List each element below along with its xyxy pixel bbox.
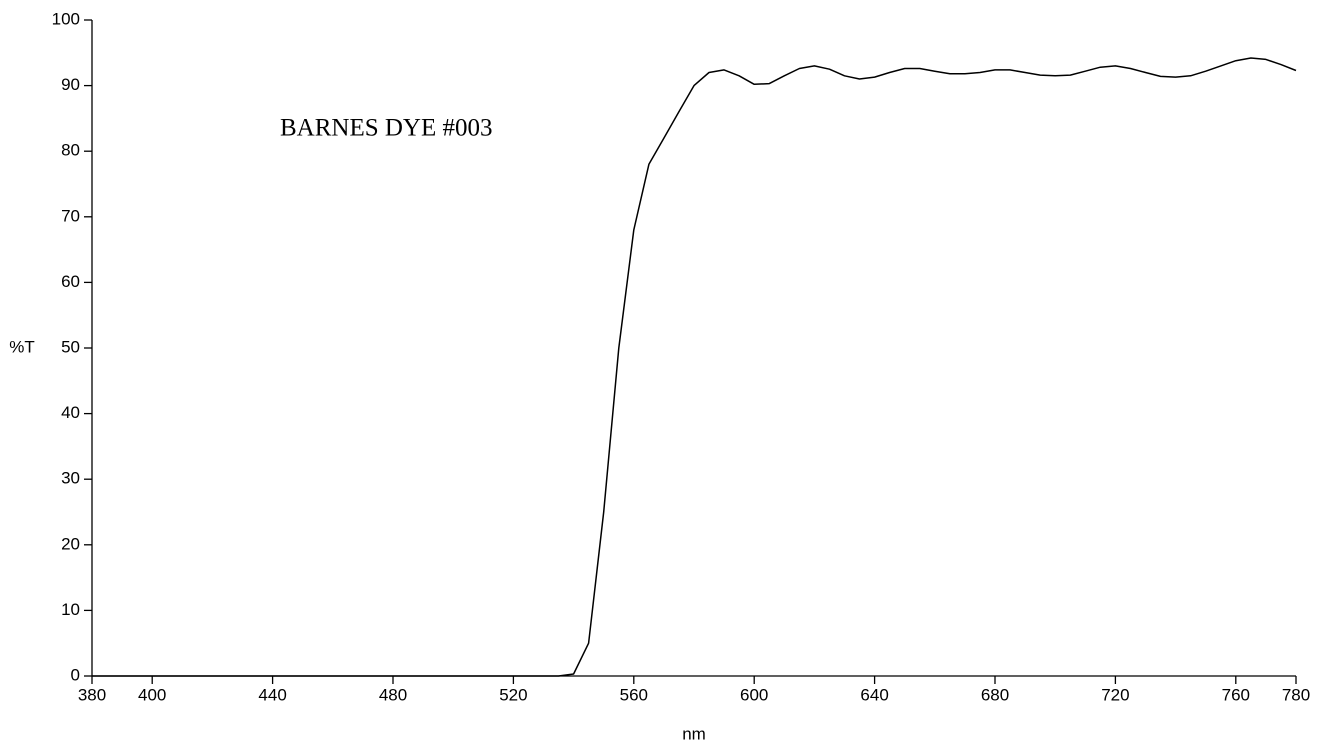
y-tick-label: 100	[52, 9, 80, 28]
annotation: BARNES DYE #003	[280, 115, 493, 142]
x-tick-label: 380	[78, 685, 106, 704]
y-axis-label: %T	[9, 337, 35, 356]
y-tick-label: 60	[61, 272, 80, 291]
x-tick-label: 780	[1282, 685, 1310, 704]
y-tick-label: 50	[61, 337, 80, 356]
y-tick-label: 70	[61, 206, 80, 225]
y-tick-label: 90	[61, 75, 80, 94]
x-tick-label: 720	[1101, 685, 1129, 704]
y-tick-label: 40	[61, 403, 80, 422]
y-tick-label: 30	[61, 469, 80, 488]
x-tick-label: 400	[138, 685, 166, 704]
y-tick-label: 20	[61, 534, 80, 553]
y-tick-label: 10	[61, 600, 80, 619]
x-tick-label: 520	[499, 685, 527, 704]
x-tick-label: 640	[860, 685, 888, 704]
x-tick-label: 560	[620, 685, 648, 704]
x-tick-label: 760	[1222, 685, 1250, 704]
y-tick-label: 0	[71, 665, 80, 684]
x-tick-label: 480	[379, 685, 407, 704]
transmission-line	[92, 57, 1297, 677]
y-tick-label: 80	[61, 141, 80, 160]
x-tick-label: 680	[981, 685, 1009, 704]
x-axis-label: nm	[682, 724, 706, 743]
x-tick-label: 440	[258, 685, 286, 704]
x-tick-label: 600	[740, 685, 768, 704]
